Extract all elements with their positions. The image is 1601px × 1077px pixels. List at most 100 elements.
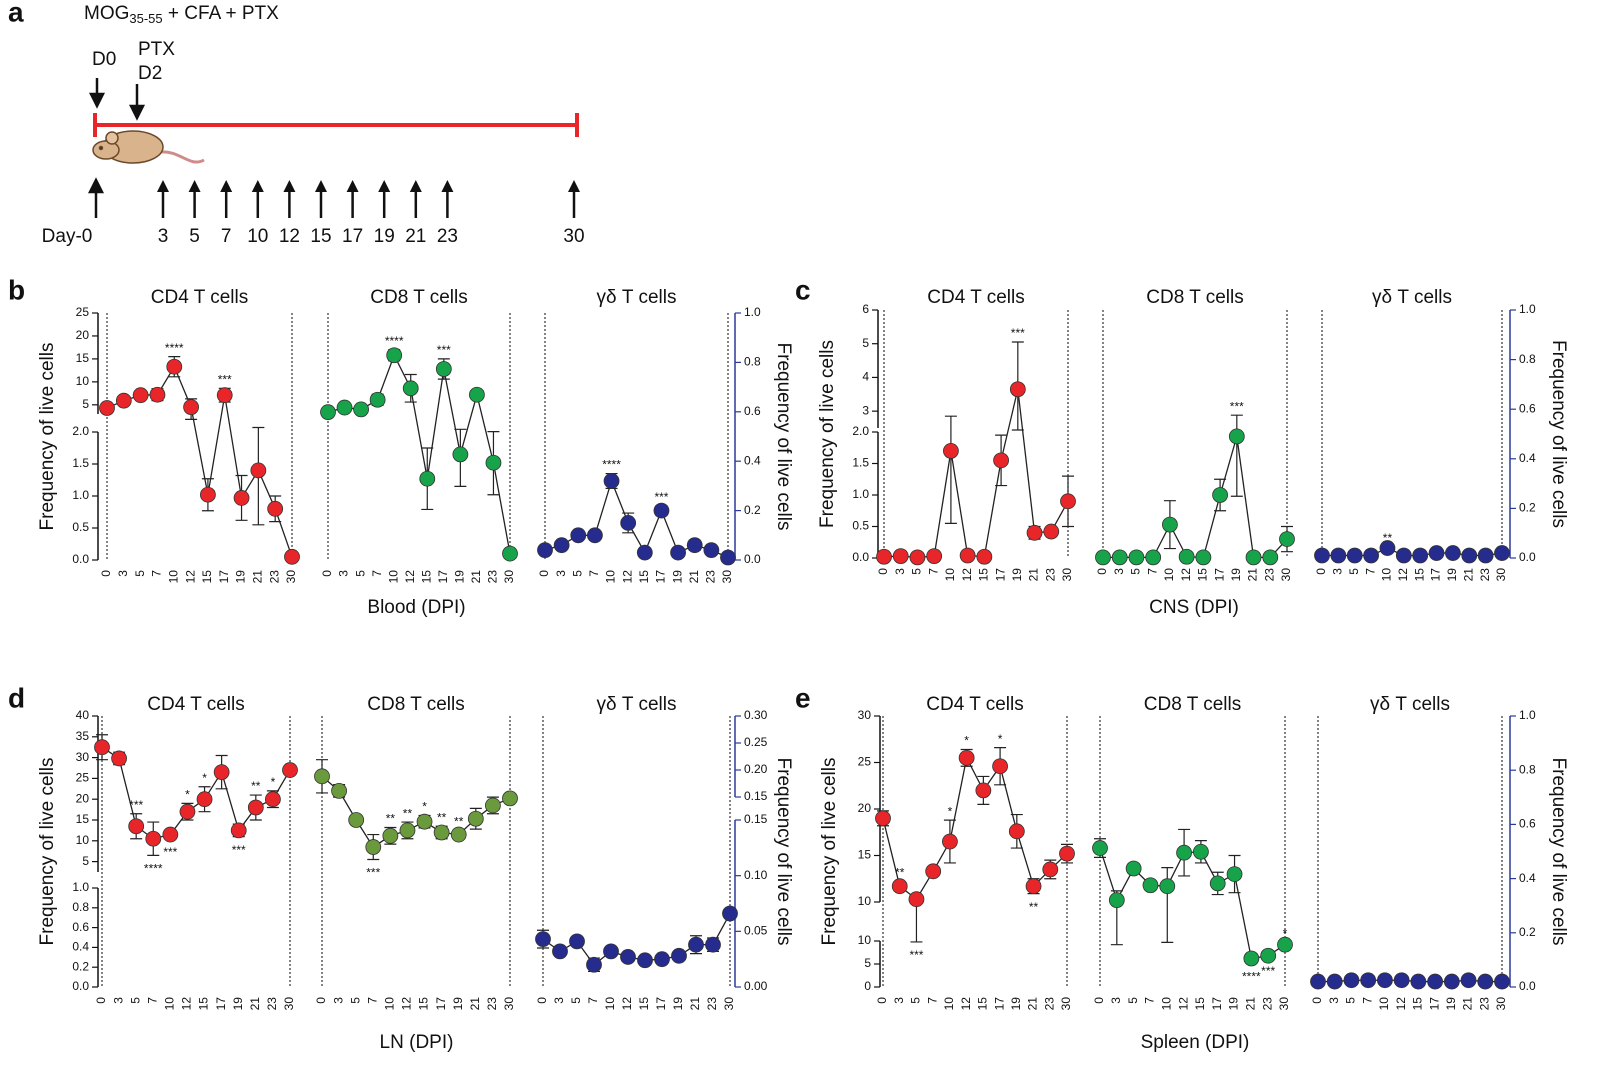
x-tick-label: 12 xyxy=(180,997,194,1011)
x-tick-label: 19 xyxy=(1229,568,1243,582)
x-tick-label: 21 xyxy=(688,997,702,1011)
x-tick-label: 15 xyxy=(1411,997,1425,1011)
data-point xyxy=(1343,972,1360,989)
x-tick-label: 21 xyxy=(1244,997,1258,1011)
title-main: MOG xyxy=(84,3,129,24)
y-tick-label: 0.6 xyxy=(1519,401,1536,415)
x-tick-label: 7 xyxy=(587,570,601,577)
x-tick-label: 12 xyxy=(403,570,417,584)
day-label: Day-0 xyxy=(42,226,93,247)
x-tick-label: 10 xyxy=(604,570,618,584)
arrow-head xyxy=(283,180,296,192)
data-point xyxy=(1111,549,1128,566)
y-tick-label: 25 xyxy=(76,771,90,785)
data-point xyxy=(369,391,386,408)
x-tick-label: 19 xyxy=(453,570,467,584)
panel-letter: a xyxy=(8,0,24,27)
y-tick-label: 0.2 xyxy=(72,959,89,973)
data-point xyxy=(958,749,975,766)
y-tick-label: 10 xyxy=(858,894,872,908)
data-point xyxy=(1009,381,1026,398)
arrow-head xyxy=(568,180,580,192)
data-point xyxy=(1043,523,1060,540)
y-tick-label: 0.8 xyxy=(1519,352,1536,366)
x-tick-label: 17 xyxy=(217,570,231,584)
x-tick-label: 17 xyxy=(214,997,228,1011)
ptx-label: PTX xyxy=(138,39,175,60)
data-point xyxy=(569,933,585,950)
data-point xyxy=(502,790,518,807)
significance-label: *** xyxy=(129,798,143,812)
data-point xyxy=(282,762,298,778)
significance-label: * xyxy=(271,775,276,789)
data-point xyxy=(149,386,166,403)
data-point xyxy=(166,358,183,375)
data-point xyxy=(179,803,196,820)
x-tick-label: 19 xyxy=(671,997,685,1011)
significance-label: **** xyxy=(144,862,163,876)
x-tick-label: 30 xyxy=(284,570,298,584)
x-tick-label: 3 xyxy=(1112,568,1126,575)
data-point xyxy=(1445,545,1461,561)
significance-label: ** xyxy=(251,779,261,793)
x-tick-label: 15 xyxy=(637,570,651,584)
data-point xyxy=(1377,972,1393,989)
group-title: γδ T cells xyxy=(597,287,677,308)
data-point xyxy=(703,542,720,559)
day-tick-label: 12 xyxy=(279,226,300,247)
y-tick-label: 0.10 xyxy=(744,868,768,882)
significance-label: ** xyxy=(437,810,447,824)
x-tick-label: 7 xyxy=(926,568,940,575)
data-point xyxy=(1008,823,1025,840)
data-point xyxy=(1461,547,1478,564)
data-point xyxy=(1460,972,1477,989)
data-point xyxy=(992,758,1008,775)
data-point xyxy=(587,527,603,544)
y-tick-label: 0.8 xyxy=(72,900,89,914)
data-point xyxy=(976,548,993,565)
x-tick-label: 7 xyxy=(1360,997,1374,1004)
arrow-head xyxy=(87,177,105,194)
x-tick-label: 15 xyxy=(197,997,211,1011)
data-point xyxy=(671,947,687,964)
day-tick-label: 10 xyxy=(247,226,268,247)
data-point xyxy=(1346,547,1363,564)
x-tick-label: 10 xyxy=(942,997,956,1011)
data-point xyxy=(1178,548,1195,565)
data-point xyxy=(320,404,336,421)
y-tick-label: 35 xyxy=(76,729,90,743)
x-tick-label: 0 xyxy=(99,570,113,577)
y-tick-label: 0.0 xyxy=(1519,550,1536,564)
y-tick-label: 0.0 xyxy=(744,552,761,566)
x-tick-label: 5 xyxy=(133,570,147,577)
data-point xyxy=(688,936,704,953)
significance-label: * xyxy=(202,771,207,785)
data-point xyxy=(1176,844,1192,861)
data-point xyxy=(469,386,485,403)
data-point xyxy=(1245,549,1262,566)
x-tick-label: 30 xyxy=(722,997,736,1011)
y-tick-label: 0.6 xyxy=(72,920,89,934)
y-tick-label: 0.4 xyxy=(1519,451,1536,465)
mouse-ear xyxy=(105,131,119,145)
x-tick-label: 19 xyxy=(1010,568,1024,582)
y-tick-label: 1.0 xyxy=(72,880,89,894)
x-tick-label: 15 xyxy=(1412,568,1426,582)
data-point xyxy=(1108,892,1125,909)
y-tick-label: 1.0 xyxy=(1519,302,1536,316)
x-tick-label: 3 xyxy=(554,570,568,577)
y-tick-label: 1.0 xyxy=(852,487,869,501)
data-point xyxy=(1310,973,1326,990)
arrow-head xyxy=(441,180,454,192)
x-tick-label: 30 xyxy=(1279,568,1293,582)
x-tick-label: 5 xyxy=(1347,568,1361,575)
x-tick-label: 21 xyxy=(468,997,482,1011)
data-point xyxy=(1428,545,1445,561)
y-tick-label: 0 xyxy=(864,979,871,993)
x-tick-label: 7 xyxy=(365,997,379,1004)
x-tick-label: 30 xyxy=(1060,568,1074,582)
error-bar xyxy=(944,415,957,524)
y2-axis-label: Frequency of live cells xyxy=(1548,340,1569,528)
data-point xyxy=(452,446,469,463)
y-tick-label: 30 xyxy=(76,750,90,764)
